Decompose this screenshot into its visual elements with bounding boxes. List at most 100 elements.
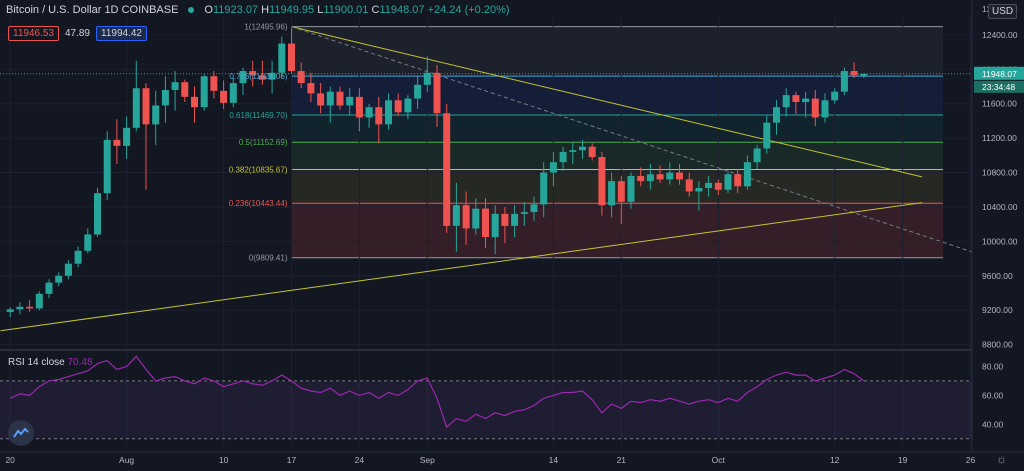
- rsi-tick-label: 40.00: [982, 419, 1004, 429]
- candle-body: [656, 174, 664, 180]
- open-value: 11923.07: [212, 4, 259, 16]
- trade-buttons: 11946.53 47.89 11994.42: [8, 26, 147, 41]
- candle-body: [840, 71, 848, 92]
- price-tick-label: 9200.00: [982, 305, 1013, 315]
- trendline: [291, 26, 991, 259]
- gear-icon[interactable]: ☼: [996, 452, 1007, 466]
- candle-body: [549, 162, 557, 173]
- rsi-band: [0, 380, 972, 439]
- candle-body: [385, 100, 392, 125]
- candle-body: [763, 122, 771, 149]
- candle-body: [491, 213, 499, 238]
- time-tick-label: 24: [355, 455, 365, 465]
- candle-body: [627, 175, 635, 202]
- fib-labels: 1(12495.96) 0.786(11921.06) 0.618(11469.70…: [229, 23, 288, 263]
- tradingview-logo-icon[interactable]: [8, 420, 34, 446]
- fib-level-label: 0.618(11469.70): [229, 111, 287, 120]
- fib-band: [291, 142, 943, 170]
- candle-body: [394, 100, 402, 113]
- interval[interactable]: 1D: [104, 4, 119, 16]
- candle-body: [802, 98, 810, 103]
- spread-value: 47.89: [64, 28, 90, 39]
- candle-body: [734, 174, 742, 187]
- fib-level-label: 0.786(11921.06): [229, 72, 287, 81]
- symbol-name: Bitcoin / U.S. Dollar: [6, 4, 102, 16]
- exchange: COINBASE: [121, 4, 179, 16]
- candle-body: [782, 95, 790, 108]
- countdown-label: 23:34:48: [982, 82, 1015, 92]
- candle-body: [743, 162, 751, 187]
- trendlines: [0, 26, 991, 332]
- currency-button[interactable]: USD: [988, 4, 1018, 19]
- close-value: 11948.07: [379, 4, 425, 16]
- candle-body: [598, 157, 606, 206]
- candle-body: [103, 139, 111, 194]
- candle-body: [336, 91, 344, 106]
- time-tick-label: 10: [219, 455, 229, 465]
- symbol-title[interactable]: Bitcoin / U.S. Dollar 1D COINBASE: [6, 4, 178, 16]
- candle-body: [307, 83, 315, 94]
- candle-body: [685, 179, 693, 192]
- candle-body: [210, 76, 218, 91]
- price-tick-label: 11200.00: [982, 133, 1017, 143]
- candle-body: [860, 73, 868, 76]
- candle-body: [724, 174, 732, 190]
- rsi-value: 70.48: [67, 357, 93, 368]
- candle-body: [773, 107, 780, 123]
- buy-button[interactable]: 11994.42: [96, 26, 147, 41]
- candle-body: [617, 181, 625, 202]
- candle-body: [443, 113, 451, 226]
- candle-body: [152, 105, 160, 125]
- candle-body: [123, 127, 131, 146]
- candle-body: [753, 148, 761, 163]
- candle-body: [326, 91, 334, 106]
- candle-body: [695, 188, 703, 192]
- trendline: [0, 202, 923, 332]
- candle-body: [268, 72, 276, 80]
- candle-body: [258, 75, 266, 80]
- time-tick-label: 14: [549, 455, 559, 465]
- fib-level-label: 1(12495.96): [244, 23, 287, 32]
- time-tick-label: 21: [617, 455, 627, 465]
- candle-body: [239, 71, 247, 84]
- rsi-label: RSI 14 close: [8, 357, 65, 368]
- chart-header: Bitcoin / U.S. Dollar 1D COINBASE O11923…: [6, 4, 510, 16]
- time-tick-label: 12: [830, 455, 840, 465]
- last-price-tag: [974, 66, 1024, 80]
- fib-band: [291, 169, 943, 204]
- candle-body: [559, 151, 567, 163]
- candle-body: [462, 205, 470, 229]
- candle-body: [171, 82, 179, 90]
- candle-body: [200, 76, 208, 108]
- candle-body: [181, 82, 189, 97]
- candle-body: [433, 72, 441, 114]
- candle-body: [472, 208, 480, 229]
- low-value: 11900.01: [323, 4, 369, 16]
- high-value: 11949.95: [269, 4, 315, 16]
- candlesticks: [0, 28, 972, 318]
- rsi-pane: 40.00 60.00 80.00: [0, 349, 1004, 440]
- time-tick-label: Sep: [420, 455, 435, 465]
- candle-body: [540, 172, 548, 205]
- price-tick-label: 10800.00: [982, 168, 1018, 178]
- candle-body: [637, 175, 645, 182]
- rsi-tick-label: 60.00: [982, 390, 1004, 400]
- candle-body: [84, 234, 92, 251]
- candle-body: [297, 71, 305, 84]
- price-tick-label: 10400.00: [982, 202, 1018, 212]
- candle-body: [26, 306, 34, 309]
- rsi-line: [9, 355, 865, 429]
- candle-body: [249, 71, 257, 76]
- candle-body: [705, 182, 713, 189]
- rsi-legend[interactable]: RSI 14 close 70.48: [8, 357, 93, 368]
- candle-body: [220, 90, 228, 103]
- candle-body: [346, 96, 354, 106]
- sell-button[interactable]: 11946.53: [8, 26, 59, 41]
- candle-body: [365, 107, 373, 118]
- candle-body: [811, 98, 819, 118]
- candle-body: [608, 181, 616, 206]
- time-tick-label: Oct: [712, 455, 726, 465]
- candle-body: [482, 208, 489, 238]
- candle-body: [501, 213, 509, 226]
